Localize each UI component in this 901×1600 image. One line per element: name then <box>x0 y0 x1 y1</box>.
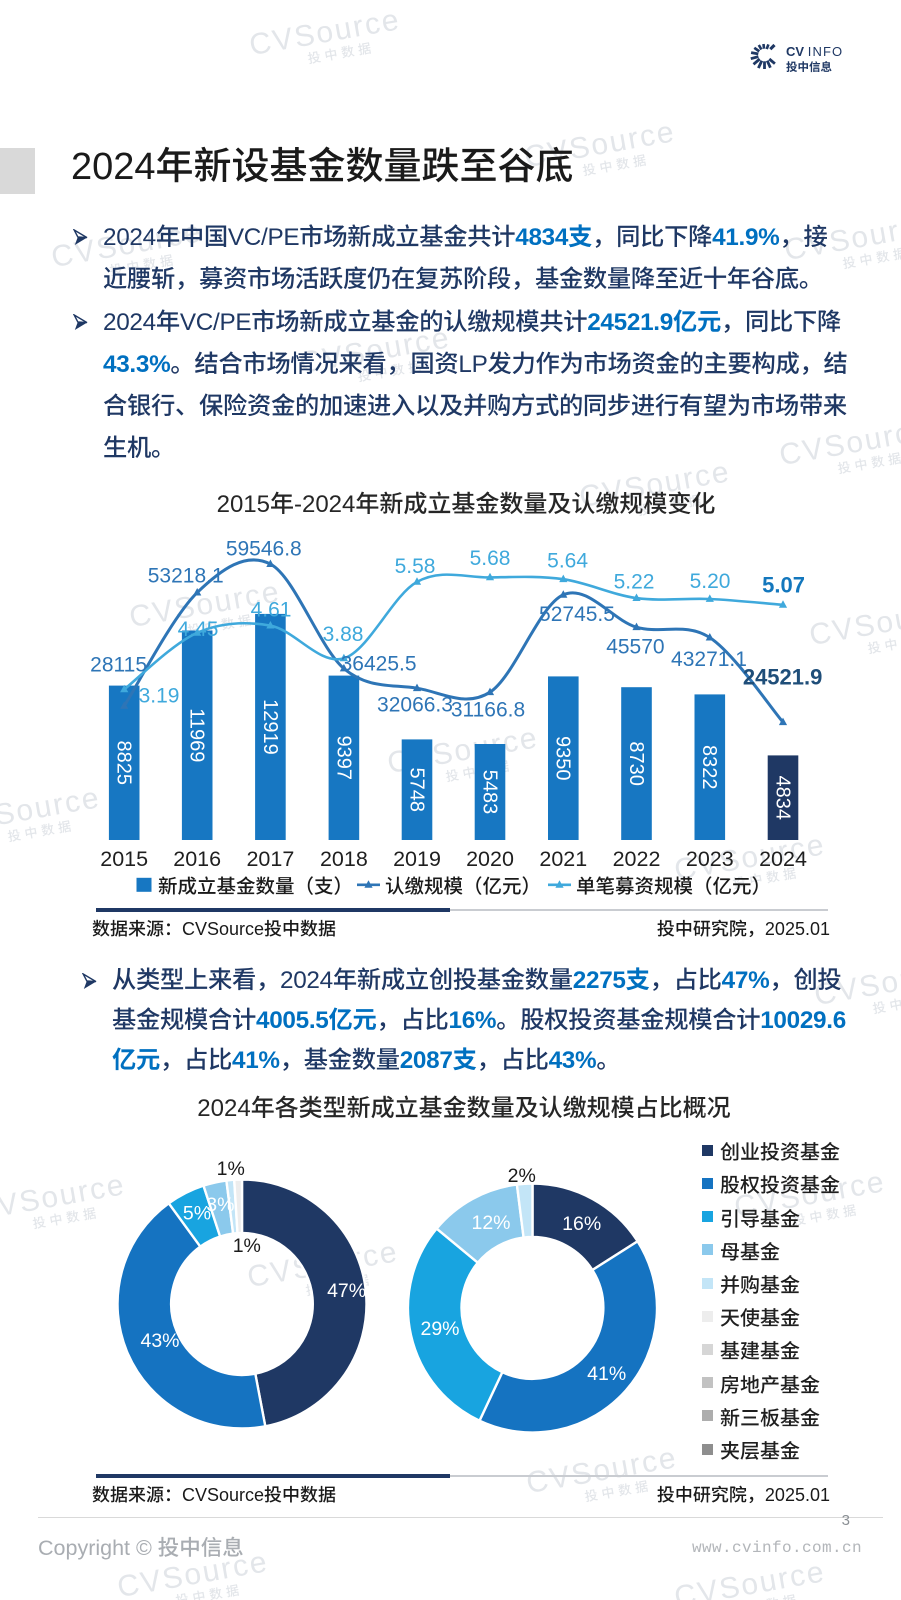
svg-text:8322: 8322 <box>698 745 720 790</box>
svg-text:5.07: 5.07 <box>762 573 805 598</box>
svg-text:53218.1: 53218.1 <box>148 564 224 587</box>
svg-text:2015: 2015 <box>100 847 148 871</box>
svg-text:1%: 1% <box>233 1235 261 1257</box>
svg-text:3.19: 3.19 <box>139 684 180 707</box>
svg-text:4834: 4834 <box>771 775 793 820</box>
svg-text:4.45: 4.45 <box>178 618 219 641</box>
svg-text:9350: 9350 <box>552 736 574 781</box>
svg-text:2019: 2019 <box>393 847 441 871</box>
svg-text:32066.3: 32066.3 <box>377 693 453 716</box>
svg-text:24521.9: 24521.9 <box>743 664 823 689</box>
svg-text:4.61: 4.61 <box>251 598 292 621</box>
svg-text:9397: 9397 <box>332 736 354 781</box>
svg-text:28115: 28115 <box>90 653 147 676</box>
svg-text:41%: 41% <box>587 1363 626 1385</box>
svg-text:12919: 12919 <box>259 699 281 755</box>
svg-text:43271.1: 43271.1 <box>671 648 747 671</box>
svg-text:8825: 8825 <box>113 741 135 786</box>
svg-text:2018: 2018 <box>320 847 368 871</box>
svg-text:8730: 8730 <box>625 741 647 786</box>
svg-text:1%: 1% <box>217 1158 245 1180</box>
svg-text:2023: 2023 <box>686 847 734 871</box>
svg-text:16%: 16% <box>562 1213 601 1235</box>
svg-text:47%: 47% <box>327 1280 366 1302</box>
svg-text:2017: 2017 <box>246 847 294 871</box>
svg-text:45570: 45570 <box>606 636 664 659</box>
svg-text:2016: 2016 <box>173 847 221 871</box>
svg-text:2024: 2024 <box>759 847 807 871</box>
svg-text:52745.5: 52745.5 <box>539 603 615 626</box>
svg-text:5483: 5483 <box>478 770 500 815</box>
svg-text:36425.5: 36425.5 <box>341 652 417 675</box>
svg-text:2021: 2021 <box>539 847 587 871</box>
svg-text:5.64: 5.64 <box>547 549 588 572</box>
svg-text:5%: 5% <box>183 1202 211 1224</box>
svg-text:5748: 5748 <box>405 767 427 812</box>
svg-text:5.22: 5.22 <box>614 570 655 593</box>
svg-text:31166.8: 31166.8 <box>451 698 525 721</box>
svg-text:11969: 11969 <box>186 708 208 762</box>
svg-text:5.68: 5.68 <box>470 547 511 570</box>
svg-text:5.58: 5.58 <box>395 555 436 578</box>
svg-text:29%: 29% <box>420 1318 459 1340</box>
svg-text:2020: 2020 <box>466 847 514 871</box>
svg-text:2%: 2% <box>508 1165 536 1187</box>
svg-text:3.88: 3.88 <box>323 623 364 646</box>
svg-text:5.20: 5.20 <box>690 570 731 593</box>
svg-text:2022: 2022 <box>613 847 661 871</box>
svg-text:12%: 12% <box>471 1212 510 1234</box>
svg-text:3%: 3% <box>206 1194 234 1216</box>
svg-text:59546.8: 59546.8 <box>226 537 302 560</box>
svg-text:43%: 43% <box>140 1330 179 1352</box>
